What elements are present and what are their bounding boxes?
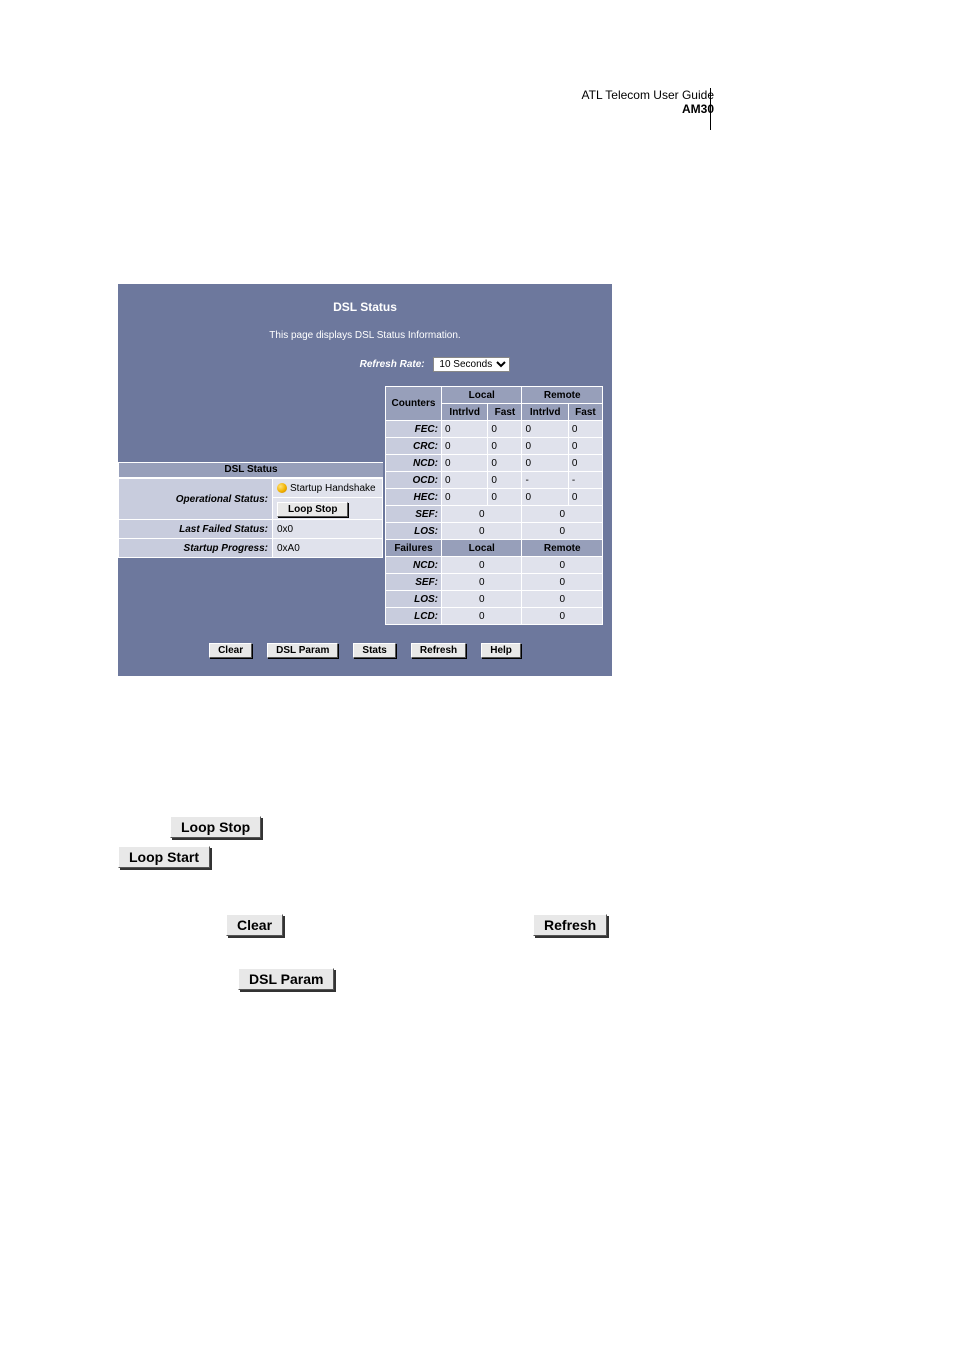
failure-cell: 0 xyxy=(522,574,603,591)
local-header: Local xyxy=(442,387,522,404)
page-header: ATL Telecom User Guide AM30 xyxy=(0,88,954,116)
counters-table: Counters Local Remote Intrlvd Fast Intrl… xyxy=(385,386,603,625)
operational-status-text: Startup Handshake xyxy=(290,483,376,494)
counter-cell: 0 xyxy=(488,472,522,489)
counter-cell: 0 xyxy=(568,455,602,472)
failure-cell: 0 xyxy=(522,591,603,608)
stats-button[interactable]: Stats xyxy=(353,643,395,658)
failures-remote-header: Remote xyxy=(522,540,603,557)
loop-stop-button[interactable]: Loop Stop xyxy=(277,502,348,517)
remote-header: Remote xyxy=(522,387,603,404)
failures-header: Failures xyxy=(386,540,442,557)
clear-button-large[interactable]: Clear xyxy=(226,914,283,936)
failure-cell: 0 xyxy=(442,608,522,625)
startup-progress-label: Startup Progress: xyxy=(119,539,273,558)
counter-cell: 0 xyxy=(522,421,568,438)
counter-row-label: FEC: xyxy=(386,421,442,438)
counter-cell: 0 xyxy=(488,421,522,438)
dsl-status-panel: DSL Status This page displays DSL Status… xyxy=(118,284,612,676)
last-failed-value: 0x0 xyxy=(273,520,383,539)
failure-row-label: LCD: xyxy=(386,608,442,625)
counter-cell: 0 xyxy=(568,489,602,506)
counter-cell: 0 xyxy=(442,455,488,472)
refresh-rate-row: Refresh Rate: 10 Seconds xyxy=(118,343,612,386)
counter-row-label: CRC: xyxy=(386,438,442,455)
status-column: DSL Status Operational Status: Startup H… xyxy=(118,386,383,558)
counter-cell: - xyxy=(522,472,568,489)
tables-row: DSL Status Operational Status: Startup H… xyxy=(118,386,612,625)
failures-local-header: Local xyxy=(442,540,522,557)
refresh-rate-label: Refresh Rate: xyxy=(360,359,425,370)
failure-row-label: SEF: xyxy=(386,574,442,591)
intrlvd-header-2: Intrlvd xyxy=(522,404,568,421)
fast-header-1: Fast xyxy=(488,404,522,421)
help-button[interactable]: Help xyxy=(481,643,521,658)
counter-cell: 0 xyxy=(442,506,522,523)
panel-title: DSL Status xyxy=(118,284,612,316)
refresh-rate-select[interactable]: 10 Seconds xyxy=(433,357,510,372)
failure-cell: 0 xyxy=(442,574,522,591)
failure-cell: 0 xyxy=(522,557,603,574)
button-row: Loop Start xyxy=(118,846,638,868)
counter-cell: 0 xyxy=(522,506,603,523)
counter-cell: 0 xyxy=(522,455,568,472)
header-divider xyxy=(710,88,711,130)
counters-header: Counters xyxy=(386,387,442,421)
failure-cell: 0 xyxy=(522,608,603,625)
counter-cell: 0 xyxy=(488,489,522,506)
operational-status-value: Startup Handshake xyxy=(273,479,383,498)
counter-cell: 0 xyxy=(442,472,488,489)
operational-status-label: Operational Status: xyxy=(119,479,273,520)
failure-cell: 0 xyxy=(442,557,522,574)
loop-start-button-large[interactable]: Loop Start xyxy=(118,846,210,868)
lower-buttons-section: Loop Stop Loop Start Clear Refresh DSL P… xyxy=(118,816,638,990)
counter-cell: 0 xyxy=(522,489,568,506)
status-table: Operational Status: Startup Handshake Lo… xyxy=(118,478,383,558)
dsl-param-button-large[interactable]: DSL Param xyxy=(238,968,334,990)
counter-cell: 0 xyxy=(442,523,522,540)
failure-row-label: LOS: xyxy=(386,591,442,608)
status-led-icon xyxy=(277,483,287,493)
counter-row-label: HEC: xyxy=(386,489,442,506)
counter-cell: 0 xyxy=(522,523,603,540)
dsl-param-button[interactable]: DSL Param xyxy=(267,643,338,658)
button-row: Clear Refresh xyxy=(118,914,638,936)
loop-stop-button-large[interactable]: Loop Stop xyxy=(170,816,261,838)
counter-row-label: SEF: xyxy=(386,506,442,523)
counter-row-label: LOS: xyxy=(386,523,442,540)
counter-cell: 0 xyxy=(442,421,488,438)
button-row: DSL Param xyxy=(238,968,638,990)
guide-title: ATL Telecom User Guide xyxy=(582,88,715,102)
counters-column: Counters Local Remote Intrlvd Fast Intrl… xyxy=(385,386,603,625)
counter-cell: 0 xyxy=(442,489,488,506)
fast-header-2: Fast xyxy=(568,404,602,421)
refresh-button-large[interactable]: Refresh xyxy=(533,914,607,936)
counter-cell: - xyxy=(568,472,602,489)
counter-cell: 0 xyxy=(488,438,522,455)
counter-cell: 0 xyxy=(568,438,602,455)
panel-subtitle: This page displays DSL Status Informatio… xyxy=(118,316,612,343)
clear-button[interactable]: Clear xyxy=(209,643,252,658)
counter-cell: 0 xyxy=(568,421,602,438)
status-title: DSL Status xyxy=(118,462,383,478)
failure-row-label: NCD: xyxy=(386,557,442,574)
failure-cell: 0 xyxy=(442,591,522,608)
counter-cell: 0 xyxy=(488,455,522,472)
counter-row-label: NCD: xyxy=(386,455,442,472)
loop-stop-cell: Loop Stop xyxy=(273,498,383,520)
counter-cell: 0 xyxy=(522,438,568,455)
refresh-button[interactable]: Refresh xyxy=(411,643,466,658)
last-failed-label: Last Failed Status: xyxy=(119,520,273,539)
counter-row-label: OCD: xyxy=(386,472,442,489)
intrlvd-header-1: Intrlvd xyxy=(442,404,488,421)
panel-button-row: Clear DSL Param Stats Refresh Help xyxy=(118,625,612,658)
startup-progress-value: 0xA0 xyxy=(273,539,383,558)
button-row: Loop Stop xyxy=(118,816,638,838)
counter-cell: 0 xyxy=(442,438,488,455)
